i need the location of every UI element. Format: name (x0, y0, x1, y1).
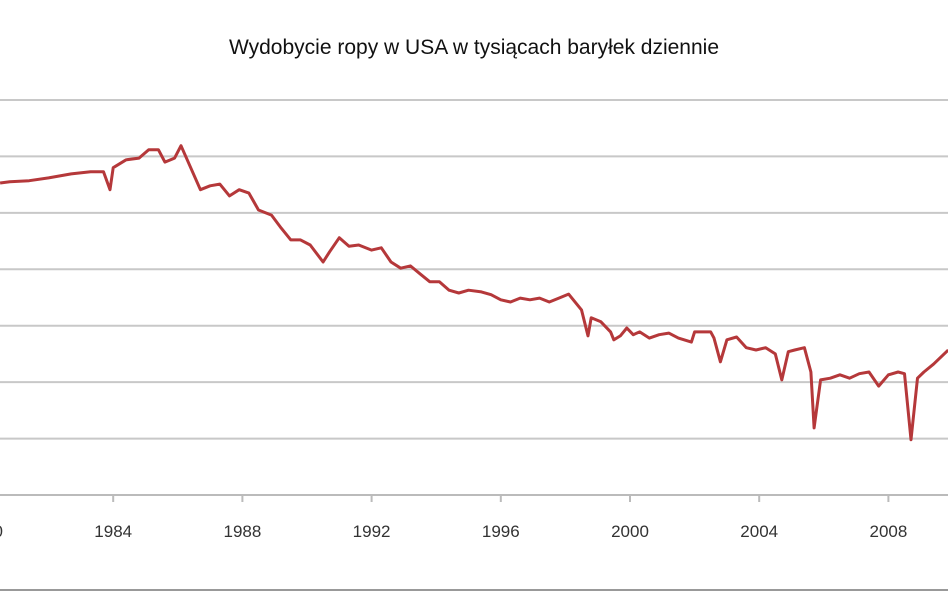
x-axis: 1980 1984 1988 1992 1996 2000 2004 2008 (0, 495, 907, 541)
x-tick-label: 1996 (482, 522, 520, 541)
x-tick-label: 1984 (94, 522, 132, 541)
x-tick-label: 2004 (740, 522, 778, 541)
x-tick-label: 2000 (611, 522, 649, 541)
series-layer (0, 144, 948, 442)
x-tick-label: 1992 (353, 522, 391, 541)
gridlines (0, 99, 948, 496)
x-tick-label: 1988 (223, 522, 261, 541)
x-tick-label: 1980 (0, 522, 3, 541)
x-tick-label: 2008 (869, 522, 907, 541)
series-line (0, 144, 948, 442)
chart-title: Wydobycie ropy w USA w tysiącach baryłek… (229, 36, 719, 59)
